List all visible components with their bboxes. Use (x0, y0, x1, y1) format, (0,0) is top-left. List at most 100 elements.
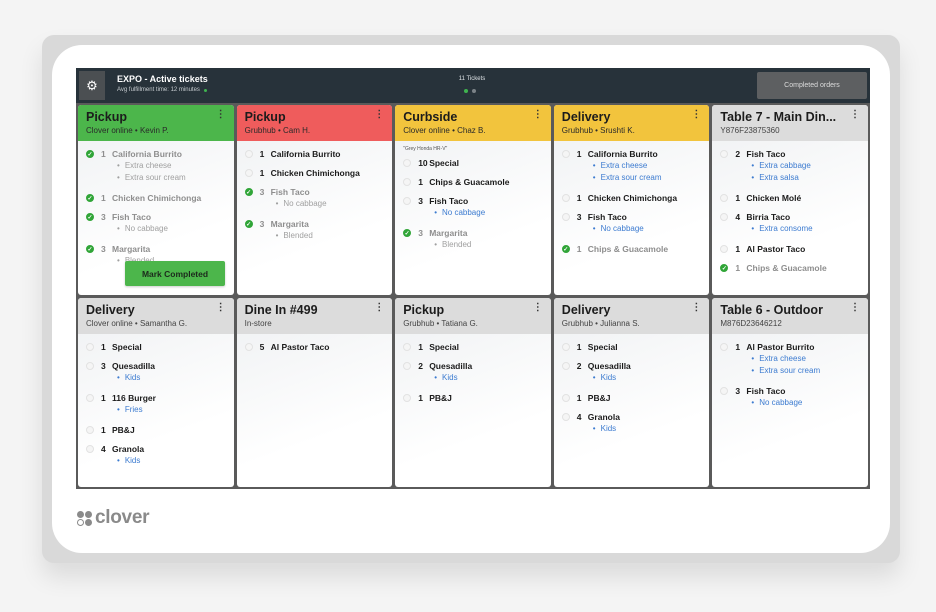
line-item[interactable]: 1 Special (403, 342, 543, 352)
line-item[interactable]: 3 Fish Taco No cabbage (720, 386, 860, 409)
check-icon[interactable]: ✓ (86, 245, 94, 253)
line-item[interactable]: ✓ 1 Chips & Guacamole (561, 244, 702, 254)
ticket-card[interactable]: Pickup Grubhub • Tatiana G. ⋮ 1 Special … (395, 297, 551, 487)
unchecked-circle-icon[interactable] (86, 393, 94, 402)
line-item[interactable]: 2 Quesadilla Kids (561, 361, 702, 384)
line-item[interactable]: 2 Quesadilla Kids (403, 361, 543, 384)
unchecked-circle-icon[interactable] (403, 342, 412, 351)
unchecked-circle-icon[interactable] (561, 150, 570, 158)
more-options-icon[interactable]: ⋮ (215, 301, 226, 313)
unchecked-circle-icon[interactable] (86, 342, 94, 351)
check-icon[interactable]: ✓ (561, 245, 570, 253)
ticket-header[interactable]: Pickup Grubhub • Tatiana G. ⋮ (395, 297, 551, 334)
line-item[interactable]: 3 Fish Taco No cabbage (561, 212, 702, 235)
line-item[interactable]: 5 Al Pastor Taco (244, 342, 385, 352)
line-item[interactable]: ✓ 1 Chicken Chimichonga (86, 193, 226, 203)
ticket-card[interactable]: Dine In #499 In-store ⋮ 5 Al Pastor Taco (236, 297, 393, 487)
line-item[interactable]: 4 Granola Kids (86, 444, 226, 467)
line-item[interactable]: 1 Special (561, 342, 702, 352)
unchecked-circle-icon[interactable] (86, 444, 94, 453)
page-indicator[interactable] (464, 89, 476, 93)
ticket-card[interactable]: Delivery Grubhub • Srushti K. ⋮ 1 Califo… (553, 105, 710, 295)
ticket-card[interactable]: Pickup Clover online • Kevin P. ⋮ ✓ 1 Ca… (78, 105, 234, 295)
check-icon[interactable]: ✓ (86, 213, 94, 221)
page-dot-1[interactable] (464, 89, 468, 93)
line-item[interactable]: 1 PB&J (403, 393, 543, 403)
more-options-icon[interactable]: ⋮ (532, 109, 543, 120)
unchecked-circle-icon[interactable] (720, 150, 729, 158)
ticket-header[interactable]: Dine In #499 In-store ⋮ (236, 297, 393, 334)
unchecked-circle-icon[interactable] (561, 194, 570, 202)
unchecked-circle-icon[interactable] (720, 342, 729, 351)
line-item[interactable]: 3 Quesadilla Kids (86, 361, 226, 384)
unchecked-circle-icon[interactable] (561, 412, 570, 421)
more-options-icon[interactable]: ⋮ (532, 301, 543, 313)
unchecked-circle-icon[interactable] (244, 150, 253, 158)
unchecked-circle-icon[interactable] (244, 342, 253, 351)
completed-orders-button[interactable]: Completed orders (757, 72, 867, 99)
ticket-card[interactable]: Pickup Grubhub • Cam H. ⋮ 1 California B… (236, 105, 393, 295)
line-item[interactable]: 1 PB&J (86, 425, 226, 435)
check-icon[interactable]: ✓ (86, 194, 94, 202)
line-item[interactable]: 1 Chips & Guacamole (403, 177, 543, 187)
unchecked-circle-icon[interactable] (403, 361, 412, 370)
line-item[interactable]: ✓ 3 Margarita Blended (244, 219, 385, 242)
unchecked-circle-icon[interactable] (403, 178, 412, 186)
line-item[interactable]: ✓ 3 Margarita Blended (403, 228, 543, 251)
line-item[interactable]: 1 Chicken Chimichonga (244, 168, 385, 178)
check-icon[interactable]: ✓ (403, 229, 412, 237)
settings-button[interactable]: ⚙ (79, 71, 105, 100)
ticket-header[interactable]: Delivery Grubhub • Srushti K. ⋮ (553, 105, 710, 141)
line-item[interactable]: ✓ 3 Fish Taco No cabbage (86, 212, 226, 235)
line-item[interactable]: ✓ 3 Margarita Blended (86, 244, 226, 267)
line-item[interactable]: 3 Fish Taco No cabbage (403, 196, 543, 219)
ticket-card[interactable]: Curbside Clover online • Chaz B. ⋮ "Grey… (395, 105, 551, 295)
ticket-header[interactable]: Pickup Clover online • Kevin P. ⋮ (78, 105, 234, 141)
check-icon[interactable]: ✓ (244, 220, 253, 228)
unchecked-circle-icon[interactable] (720, 213, 729, 221)
line-item[interactable]: 1 Special (86, 342, 226, 352)
line-item[interactable]: 1 Chicken Chimichonga (561, 193, 702, 203)
line-item[interactable]: 1 116 Burger Fries (86, 393, 226, 416)
line-item[interactable]: 1 Al Pastor Taco (720, 244, 860, 254)
more-options-icon[interactable]: ⋮ (215, 109, 226, 120)
line-item[interactable]: 4 Granola Kids (561, 412, 702, 435)
line-item[interactable]: 2 Fish Taco Extra cabbageExtra salsa (720, 149, 860, 184)
unchecked-circle-icon[interactable] (561, 342, 570, 351)
ticket-card[interactable]: Table 7 - Main Din... Y876F23875360 ⋮ 2 … (712, 105, 868, 295)
ticket-header[interactable]: Curbside Clover online • Chaz B. ⋮ (395, 105, 551, 141)
unchecked-circle-icon[interactable] (86, 425, 94, 434)
more-options-icon[interactable]: ⋮ (374, 301, 385, 313)
unchecked-circle-icon[interactable] (403, 197, 412, 205)
unchecked-circle-icon[interactable] (403, 159, 412, 167)
ticket-header[interactable]: Table 6 - Outdoor M876D23646212 ⋮ (712, 297, 868, 334)
ticket-header[interactable]: Delivery Grubhub • Julianna S. ⋮ (553, 297, 710, 334)
line-item[interactable]: 1 Chicken Molé (720, 193, 860, 203)
more-options-icon[interactable]: ⋮ (850, 109, 860, 120)
line-item[interactable]: 1 California Burrito (244, 149, 385, 159)
more-options-icon[interactable]: ⋮ (850, 301, 860, 313)
line-item[interactable]: ✓ 1 Chips & Guacamole (720, 263, 860, 273)
ticket-card[interactable]: Delivery Grubhub • Julianna S. ⋮ 1 Speci… (553, 297, 710, 487)
ticket-card[interactable]: Delivery Clover online • Samantha G. ⋮ 1… (78, 297, 234, 487)
unchecked-circle-icon[interactable] (561, 393, 570, 402)
unchecked-circle-icon[interactable] (720, 194, 729, 202)
unchecked-circle-icon[interactable] (720, 386, 729, 395)
check-icon[interactable]: ✓ (244, 188, 253, 196)
mark-completed-button[interactable]: Mark Completed (125, 261, 225, 286)
more-options-icon[interactable]: ⋮ (374, 109, 385, 120)
more-options-icon[interactable]: ⋮ (691, 301, 702, 313)
line-item[interactable]: ✓ 1 California Burrito Extra cheeseExtra… (86, 149, 226, 184)
ticket-header[interactable]: Table 7 - Main Din... Y876F23875360 ⋮ (712, 105, 868, 141)
line-item[interactable]: ✓ 3 Fish Taco No cabbage (244, 187, 385, 210)
more-options-icon[interactable]: ⋮ (691, 109, 702, 120)
page-dot-2[interactable] (472, 89, 476, 93)
line-item[interactable]: 1 California Burrito Extra cheeseExtra s… (561, 149, 702, 184)
unchecked-circle-icon[interactable] (561, 361, 570, 370)
ticket-header[interactable]: Delivery Clover online • Samantha G. ⋮ (78, 297, 234, 334)
ticket-card[interactable]: Table 6 - Outdoor M876D23646212 ⋮ 1 Al P… (712, 297, 868, 487)
line-item[interactable]: 1 Al Pastor Burrito Extra cheeseExtra so… (720, 342, 860, 377)
unchecked-circle-icon[interactable] (561, 213, 570, 221)
line-item[interactable]: 10 Special (403, 158, 543, 168)
check-icon[interactable]: ✓ (86, 150, 94, 158)
